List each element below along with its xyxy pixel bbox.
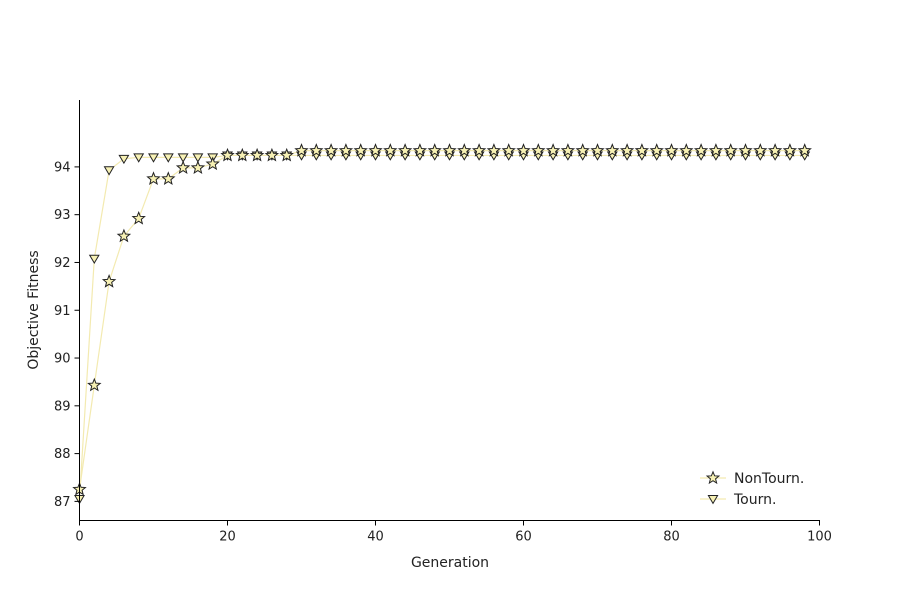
star-marker bbox=[101, 274, 117, 288]
star-marker bbox=[486, 143, 502, 157]
star-marker bbox=[545, 143, 561, 157]
star-marker bbox=[590, 143, 605, 157]
x-tick-label: 40 bbox=[367, 530, 384, 545]
star-marker bbox=[412, 143, 428, 157]
y-tick-label: 94 bbox=[54, 160, 71, 175]
star-marker bbox=[457, 143, 472, 157]
series-line-2 bbox=[78, 154, 805, 500]
star-marker bbox=[338, 143, 354, 157]
x-tick-label: 100 bbox=[807, 530, 832, 545]
star-marker bbox=[161, 171, 176, 185]
triangle-marker bbox=[118, 154, 130, 165]
star-marker bbox=[501, 143, 516, 157]
x-ticks: 0 20 40 60 80 100 bbox=[75, 520, 832, 545]
y-tick-label: 91 bbox=[54, 304, 71, 319]
axes bbox=[79, 100, 820, 521]
star-marker bbox=[516, 143, 531, 157]
triangle-marker bbox=[103, 166, 115, 176]
star-marker bbox=[797, 143, 812, 157]
y-tick-label: 88 bbox=[54, 447, 71, 462]
y-tick-label: 87 bbox=[54, 495, 71, 510]
triangle-marker bbox=[148, 153, 159, 163]
triangle-marker bbox=[177, 153, 189, 163]
star-marker bbox=[693, 143, 709, 157]
star-marker bbox=[575, 143, 590, 157]
star-marker bbox=[649, 143, 664, 157]
y-tick-label: 89 bbox=[54, 399, 71, 414]
legend: NonTourn. Tourn. bbox=[700, 470, 804, 508]
star-marker bbox=[619, 143, 635, 157]
y-tick-label: 90 bbox=[54, 352, 71, 367]
star-marker bbox=[723, 143, 738, 157]
star-marker bbox=[560, 143, 576, 157]
legend-triangle-marker bbox=[707, 495, 719, 505]
plot-lines bbox=[78, 150, 805, 500]
star-marker bbox=[767, 143, 783, 157]
star-marker bbox=[442, 143, 457, 157]
star-marker bbox=[87, 377, 102, 392]
x-tick-label: 60 bbox=[515, 530, 532, 545]
y-tick-label: 92 bbox=[54, 256, 71, 271]
star-marker bbox=[279, 147, 294, 162]
triangle-marker bbox=[162, 153, 174, 163]
star-marker bbox=[235, 147, 250, 162]
legend-label: NonTourn. bbox=[734, 471, 804, 487]
star-marker bbox=[146, 171, 161, 185]
star-marker bbox=[190, 160, 206, 174]
star-marker bbox=[664, 143, 679, 157]
star-marker bbox=[708, 143, 724, 157]
star-marker bbox=[368, 143, 383, 157]
triangle-marker bbox=[133, 153, 145, 163]
star-marker bbox=[605, 143, 620, 157]
legend-label: Tourn. bbox=[733, 492, 776, 508]
star-marker bbox=[634, 143, 650, 157]
series-line-1 bbox=[78, 150, 805, 490]
star-marker bbox=[753, 143, 768, 157]
x-tick-label: 20 bbox=[219, 530, 236, 545]
star-marker bbox=[782, 143, 798, 157]
x-tick-label: 0 bbox=[75, 530, 83, 545]
y-axis-title: Objective Fitness bbox=[26, 250, 42, 369]
star-marker bbox=[309, 143, 324, 157]
star-marker bbox=[427, 143, 442, 157]
star-marker bbox=[294, 143, 309, 157]
star-marker bbox=[175, 160, 191, 174]
star-marker bbox=[323, 143, 339, 157]
x-tick-label: 80 bbox=[663, 530, 680, 545]
star-marker bbox=[264, 147, 280, 162]
star-marker bbox=[205, 156, 220, 171]
star-marker bbox=[131, 210, 146, 225]
star-marker bbox=[249, 147, 265, 162]
plot-markers bbox=[72, 143, 812, 505]
triangle-marker bbox=[88, 254, 100, 264]
star-marker bbox=[397, 143, 413, 157]
y-ticks: 87 88 89 90 91 92 93 94 bbox=[54, 160, 80, 510]
y-tick-label: 93 bbox=[54, 208, 71, 223]
star-marker bbox=[738, 143, 753, 157]
star-marker bbox=[679, 143, 694, 157]
star-marker bbox=[471, 143, 487, 157]
star-marker bbox=[531, 143, 546, 157]
star-marker bbox=[116, 228, 132, 243]
star-marker bbox=[353, 143, 368, 157]
star-marker bbox=[383, 143, 398, 157]
legend-star-marker bbox=[705, 470, 721, 485]
x-axis-title: Generation bbox=[411, 555, 489, 571]
star-marker bbox=[220, 147, 235, 162]
triangle-marker bbox=[192, 153, 204, 163]
